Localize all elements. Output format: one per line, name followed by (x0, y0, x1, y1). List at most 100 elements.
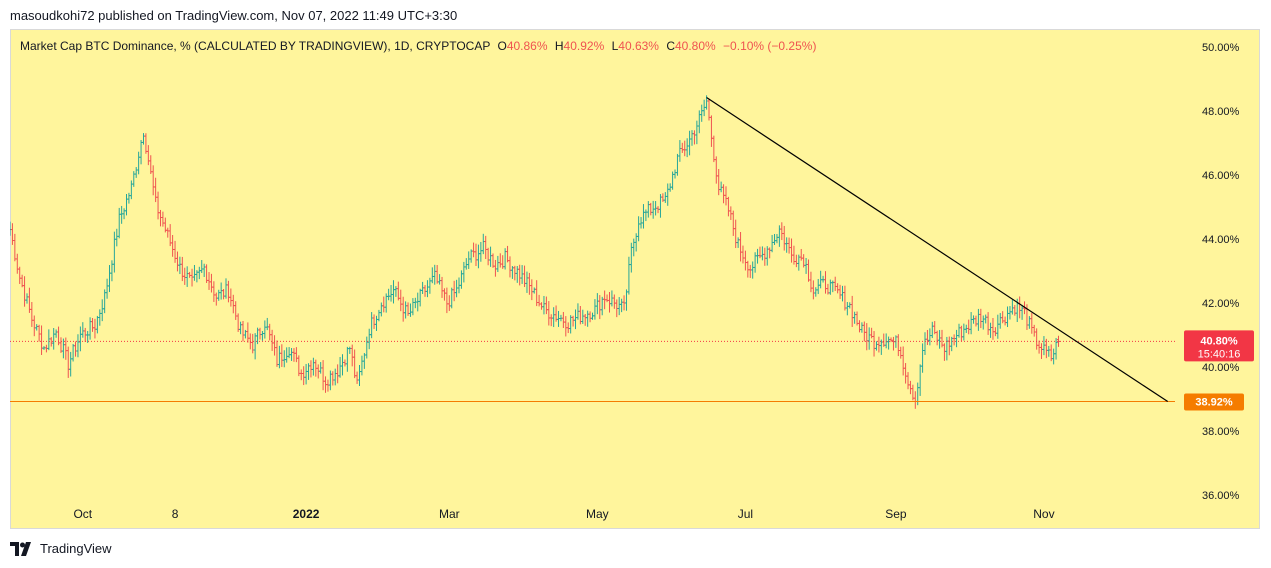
change-value: −0.10% (−0.25%) (723, 39, 817, 53)
ohlc-bar (717, 168, 721, 196)
ohlc-bar (988, 322, 993, 338)
ohlc-bar (304, 363, 308, 385)
ohlc-bar (90, 318, 95, 332)
publisher-caption: masoudkohi72 published on TradingView.co… (10, 8, 458, 23)
ohlc-bar (275, 340, 279, 367)
ohlc-bar (923, 332, 927, 355)
ohlc-bar (353, 349, 357, 379)
ohlc-bar (462, 261, 466, 283)
ohlc-bar (272, 335, 277, 356)
ohlc-bar (498, 253, 502, 268)
ohlc-bar (1047, 345, 1051, 357)
ohlc-bar (952, 334, 956, 346)
ohlc-bar (260, 331, 265, 341)
ohlc-bar (355, 371, 359, 384)
ohlc-bar (459, 270, 464, 289)
ohlc-bar (69, 351, 73, 377)
ohlc-bar (37, 324, 41, 342)
ohlc-bar (10, 221, 12, 236)
ohlc-bar (991, 318, 995, 340)
ohlc-bar (976, 308, 981, 331)
ohlc-bar (481, 233, 485, 255)
ohlc-bar (183, 267, 187, 285)
low-value: 40.63% (618, 39, 659, 53)
ohlc-bar (738, 232, 743, 262)
ohlc-bar (389, 285, 393, 302)
ohlc-bar (998, 312, 1002, 329)
ohlc-bar (110, 260, 114, 282)
chart-overlays (10, 97, 1175, 403)
ohlc-bar (564, 316, 568, 337)
ohlc-bar (785, 237, 789, 253)
ohlc-bar (838, 284, 842, 299)
ohlc-bar (299, 369, 303, 381)
ohlc-bar (231, 294, 235, 314)
tradingview-footer[interactable]: TradingView (10, 541, 112, 556)
ohlc-bar (930, 321, 934, 339)
ohlc-bar (962, 323, 966, 341)
ohlc-bar (518, 264, 522, 286)
ohlc-bar (530, 279, 534, 301)
ohlc-bar (843, 285, 847, 311)
ohlc-bar (10, 223, 15, 245)
ohlc-bar (1030, 312, 1034, 334)
x-tick-label: May (586, 507, 609, 521)
ohlc-bar (88, 317, 92, 340)
ohlc-bar (25, 293, 29, 304)
ohlc-bar (755, 248, 760, 264)
ohlc-bar (586, 310, 590, 327)
ohlc-bar (814, 287, 818, 297)
ohlc-bar (294, 347, 298, 363)
chart-pane[interactable] (10, 29, 1260, 529)
ohlc-bar (1013, 304, 1017, 316)
ohlc-bar (954, 329, 959, 348)
ohlc-bar (743, 250, 748, 271)
ohlc-bar (200, 260, 204, 274)
ohlc-bar (372, 314, 376, 329)
ohlc-bar (816, 278, 820, 295)
ohlc-bar (937, 330, 942, 349)
y-tick-label: 42.00% (1202, 298, 1240, 310)
ohlc-bar (928, 328, 932, 346)
ohlc-bar (13, 233, 17, 262)
ohlc-bar (877, 336, 881, 353)
ohlc-bar (986, 312, 990, 335)
ohlc-bar (884, 333, 888, 349)
ohlc-bar (64, 337, 68, 360)
ohlc-bar (488, 246, 493, 267)
x-tick-label: Sep (885, 507, 907, 521)
ohlc-bar (692, 130, 697, 145)
ohlc-bar (799, 248, 803, 261)
ohlc-bar (678, 140, 682, 162)
ohlc-bar (226, 280, 231, 303)
ohlc-bar (981, 315, 985, 330)
ohlc-bar (328, 370, 332, 391)
ohlc-bar (442, 288, 447, 301)
countdown-label: 15:40:16 (1198, 348, 1241, 360)
ohlc-bar (289, 348, 294, 361)
ohlc-bar (920, 343, 925, 373)
ohlc-bar (326, 379, 330, 392)
ohlc-bar (416, 292, 420, 312)
ohlc-bar (789, 238, 794, 263)
ohlc-bar (166, 227, 170, 238)
ohlc-bar (1008, 306, 1012, 320)
ohlc-bar (913, 391, 917, 409)
ohlc-bar (809, 271, 813, 293)
ohlc-bar (612, 294, 616, 309)
ohlc-bar (484, 235, 488, 260)
ohlc-bar (721, 184, 726, 204)
high-label: H (554, 39, 564, 53)
ohlc-bar (1039, 343, 1044, 359)
ohlc-bar (124, 193, 129, 216)
ohlc-bar (399, 289, 403, 312)
ohlc-bar (30, 302, 34, 327)
y-tick-label: 44.00% (1202, 234, 1240, 246)
price-chart[interactable]: 50.00% 48.00% 46.00% 44.00% 42.00% 40.00% 38.0… (10, 29, 1260, 529)
ohlc-bar (374, 315, 379, 331)
x-tick-label: Jul (738, 507, 753, 521)
ohlc-bar (860, 322, 864, 333)
ohlc-bar (768, 247, 772, 259)
ohlc-bar (360, 355, 364, 376)
ohlc-bar (714, 156, 718, 184)
